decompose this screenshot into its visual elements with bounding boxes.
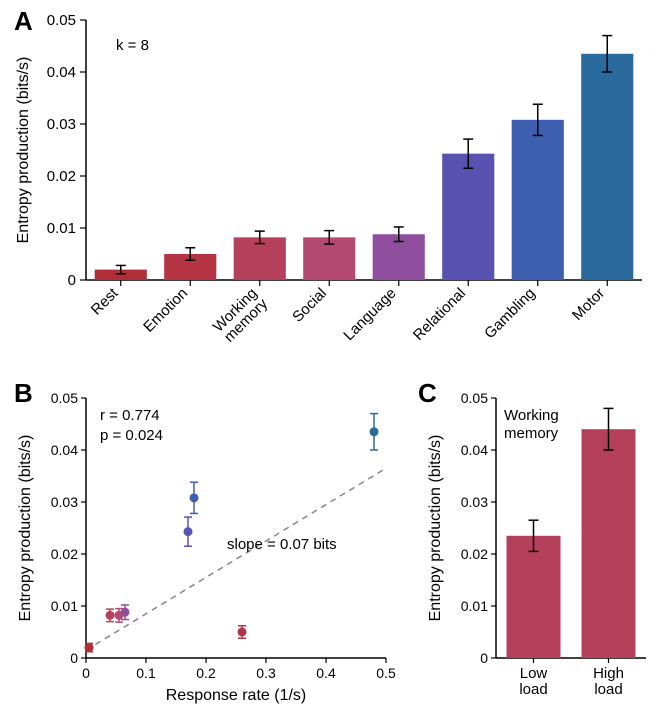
svg-text:0: 0 [82,665,90,681]
svg-text:0.01: 0.01 [51,598,78,614]
svg-text:0.2: 0.2 [196,665,216,681]
svg-text:Entropy production (bits/s): Entropy production (bits/s) [15,57,32,244]
svg-text:0.02: 0.02 [51,546,78,562]
svg-text:0.05: 0.05 [51,390,78,406]
svg-text:0: 0 [480,650,488,666]
svg-text:Emotion: Emotion [140,285,191,336]
svg-text:k = 8: k = 8 [116,37,149,54]
svg-text:Low: Low [520,665,548,682]
svg-text:0: 0 [70,650,78,666]
svg-text:0.1: 0.1 [136,665,156,681]
svg-text:0.04: 0.04 [47,64,76,81]
svg-text:Language: Language [340,285,399,344]
svg-text:Working: Working [504,407,559,424]
svg-text:0: 0 [68,272,76,289]
svg-text:slope = 0.07 bits: slope = 0.07 bits [227,536,337,553]
svg-text:0.3: 0.3 [256,665,276,681]
svg-text:0.4: 0.4 [316,665,336,681]
svg-text:0.03: 0.03 [51,494,78,510]
svg-text:Social: Social [289,285,330,326]
figure-container: A B C 00.010.020.030.040.05Entropy produ… [0,0,668,724]
svg-text:p = 0.024: p = 0.024 [100,427,163,444]
svg-text:0.04: 0.04 [51,442,78,458]
svg-text:0.04: 0.04 [461,442,488,458]
chart-b: 0 0.01 0.02 0.03 0.04 0.05 0 0.1 0.2 0.3 0.4 0.5 Ent… [0,378,420,724]
svg-text:Entropy production (bits/s): Entropy production (bits/s) [17,435,34,622]
svg-text:0.03: 0.03 [47,116,76,133]
svg-text:memory: memory [504,425,559,442]
svg-text:0.05: 0.05 [461,390,488,406]
svg-text:Entropy production (bits/s): Entropy production (bits/s) [427,435,444,622]
svg-text:Rest: Rest [88,284,122,318]
svg-text:Gambling: Gambling [481,285,538,342]
svg-text:Motor: Motor [569,285,608,324]
svg-text:0.02: 0.02 [461,546,488,562]
svg-text:r = 0.774: r = 0.774 [100,407,160,424]
svg-text:Response rate (1/s): Response rate (1/s) [166,687,307,704]
chart-c: 0 0.01 0.02 0.03 0.04 0.05 Entropy production … [418,378,668,724]
svg-text:0.02: 0.02 [47,168,76,185]
svg-text:load: load [594,681,622,698]
svg-text:0.5: 0.5 [376,665,396,681]
svg-text:0.05: 0.05 [47,12,76,29]
svg-text:load: load [519,681,547,698]
svg-text:High: High [593,665,624,682]
svg-text:Relational: Relational [410,285,469,344]
svg-text:0.01: 0.01 [461,598,488,614]
svg-text:0.01: 0.01 [47,220,76,237]
svg-text:0.03: 0.03 [461,494,488,510]
chart-a: 0 0.01 0.02 0.03 0.04 0.05 Entropy production … [0,0,668,380]
